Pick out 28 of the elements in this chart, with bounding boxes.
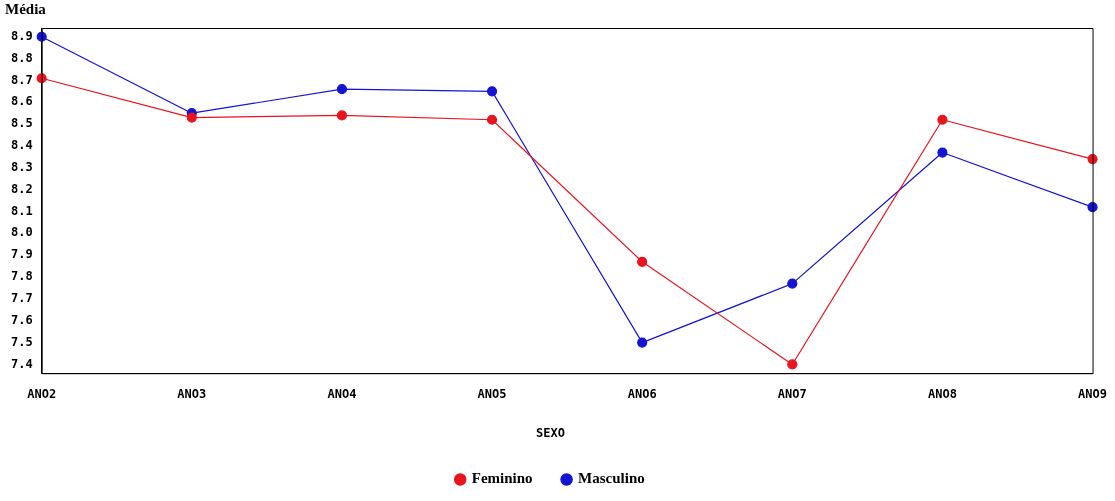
legend-label: Feminino xyxy=(471,470,533,487)
y-tick-label: 8.0 xyxy=(10,225,33,240)
y-tick-label: 8.2 xyxy=(10,181,33,196)
x-tick-label: ANO6 xyxy=(627,386,657,401)
y-tick-label: 8.8 xyxy=(10,50,33,65)
y-tick-label: 8.9 xyxy=(10,28,33,43)
y-tick-label: 8.5 xyxy=(10,116,33,131)
y-tick-label: 7.6 xyxy=(10,312,33,327)
y-tick-label: 7.4 xyxy=(10,356,33,371)
x-tick-label: ANO2 xyxy=(27,386,57,401)
x-tick-label: ANO9 xyxy=(1078,386,1107,401)
legend-label: Masculino xyxy=(578,470,645,487)
y-tick-label: 8.6 xyxy=(10,94,33,109)
y-tick-label: 7.5 xyxy=(10,334,33,349)
y-tick-label: 8.3 xyxy=(10,159,33,174)
y-tick-label: 7.8 xyxy=(10,269,33,284)
y-tick-label: 7.7 xyxy=(10,291,33,306)
y-tick-label: 8.7 xyxy=(10,72,33,87)
y-tick-label: 8.1 xyxy=(10,203,33,218)
legend-title: SEXO xyxy=(536,425,565,440)
x-tick-label: ANO5 xyxy=(477,386,507,401)
y-axis-title: Média xyxy=(5,1,47,18)
x-tick-label: ANO8 xyxy=(927,386,957,401)
y-tick-label: 7.9 xyxy=(10,247,33,262)
x-tick-label: ANO7 xyxy=(777,386,807,401)
x-tick-label: ANO3 xyxy=(177,386,207,401)
y-tick-label: 8.4 xyxy=(10,138,33,153)
x-tick-label: ANO4 xyxy=(327,386,357,401)
